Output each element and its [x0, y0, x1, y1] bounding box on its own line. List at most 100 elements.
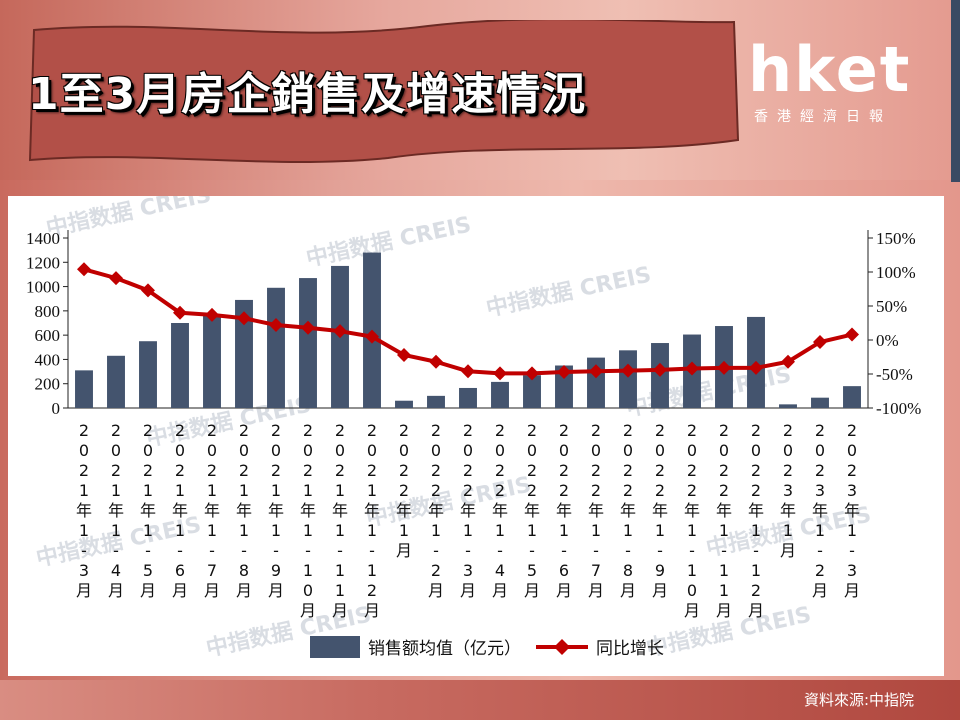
- category-label: 2 0 2 1 年 1 -5 月: [140, 421, 156, 600]
- left-tick-label: 400: [35, 350, 61, 369]
- growth-point: [557, 364, 571, 379]
- watermark-1: 中指数据 CREIS: [304, 212, 474, 272]
- watermark-2: 中指数据 CREIS: [484, 262, 654, 322]
- right-tick-label: 50%: [876, 297, 907, 316]
- category-label: 2 0 2 1 年 1 -4 月: [108, 421, 124, 600]
- growth-point: [461, 364, 475, 379]
- bar: [171, 323, 189, 408]
- category-label: 2 0 2 2 年 1 -1 0 月: [684, 421, 700, 620]
- legend-line-label: 同比增长: [596, 639, 664, 659]
- source-note: 資料來源:中指院: [803, 691, 914, 709]
- right-tick-label: 150%: [876, 229, 916, 248]
- growth-point: [653, 362, 667, 377]
- category-label: 2 0 2 1 年 1 -1 1 月: [332, 421, 348, 620]
- bar: [299, 278, 317, 408]
- category-label: 2 0 2 2 年 1 -3 月: [460, 421, 476, 600]
- page-title: 1至3月房企銷售及增速情況: [28, 69, 587, 120]
- category-label: 2 0 2 2 年 1 -9 月: [652, 421, 668, 600]
- category-label: 2 0 2 3 年 1 -2 月: [812, 421, 828, 600]
- bar: [843, 386, 861, 408]
- chart-panel: 中指数据 CREIS 中指数据 CREIS 中指数据 CREIS 中指数据 CREIS…: [8, 196, 944, 676]
- growth-point: [237, 311, 251, 326]
- growth-point: [685, 361, 699, 376]
- growth-point: [301, 320, 315, 335]
- category-label: 2 0 2 1 年 1 -3 月: [76, 421, 92, 600]
- growth-point: [429, 354, 443, 369]
- category-label: 2 0 2 2 年 1 -2 月: [428, 421, 444, 600]
- category-label: 2 0 2 1 年 1 -8 月: [236, 421, 252, 600]
- bar: [427, 395, 445, 408]
- left-tick-label: 800: [35, 302, 61, 321]
- growth-point: [205, 307, 219, 322]
- growth-point: [717, 360, 731, 375]
- footer-band: [0, 680, 960, 720]
- category-label: 2 0 2 2 年 1 -1 2 月: [748, 421, 764, 620]
- bar: [139, 341, 157, 408]
- growth-point: [749, 360, 763, 375]
- left-tick-label: 1400: [26, 229, 60, 248]
- growth-point: [397, 347, 411, 362]
- growth-point: [269, 318, 283, 333]
- category-label: 2 0 2 1 年 1 -1 0 月: [300, 421, 316, 620]
- hket-logo: hket 香港經濟日報: [748, 32, 938, 132]
- right-tick-label: 100%: [876, 263, 916, 282]
- logo-subtitle: 香港經濟日報: [754, 109, 892, 125]
- growth-point: [525, 366, 539, 381]
- growth-point: [77, 262, 91, 277]
- category-label: 2 0 2 1 年 1 -6 月: [172, 421, 188, 600]
- bar: [779, 404, 797, 408]
- growth-line: [83, 267, 853, 376]
- bar: [395, 400, 413, 408]
- legend-bar-label: 销售额均值（亿元）: [368, 639, 521, 659]
- category-label: 2 0 2 1 年 1 -9 月: [268, 421, 284, 600]
- left-tick-label: 1200: [26, 253, 60, 272]
- category-label: 2 0 2 3 年 1 -3 月: [844, 421, 860, 600]
- logo-wordmark: hket: [748, 33, 912, 106]
- watermark-3: 中指数据 CREIS: [144, 392, 314, 452]
- growth-point: [109, 271, 123, 286]
- bar: [619, 350, 637, 408]
- bar: [107, 355, 125, 408]
- legend-bar-swatch: [310, 636, 360, 658]
- bar: [75, 370, 93, 408]
- edge-accent-bar: [951, 0, 960, 182]
- bar: [811, 397, 829, 408]
- growth-point: [781, 354, 795, 369]
- growth-point: [141, 283, 155, 298]
- title-banner: [28, 20, 740, 163]
- bar: [203, 314, 221, 408]
- bar: [235, 299, 253, 408]
- category-labels: 2 0 2 1 年 1 -3 月 2 0 2 1 年 1 -4 月 2 0 2 1 年 1 -5 月 2 0 2 1 年 1 -6 月 2 0 2 1…: [76, 421, 860, 620]
- left-tick-label: 1000: [26, 278, 60, 297]
- watermark-0: 中指数据 CREIS: [44, 196, 214, 242]
- bar: [459, 387, 477, 408]
- line-series: [77, 262, 859, 381]
- growth-point: [365, 329, 379, 344]
- growth-point: [813, 335, 827, 350]
- right-tick-label: -100%: [876, 399, 921, 418]
- growth-point: [845, 327, 859, 342]
- growth-point: [589, 364, 603, 379]
- growth-point: [173, 305, 187, 320]
- legend: 销售额均值（亿元） 同比增长: [310, 636, 664, 659]
- growth-point: [621, 363, 635, 378]
- bar: [267, 287, 285, 408]
- category-label: 2 0 2 2 年 1 -8 月: [620, 421, 636, 600]
- bar: [555, 365, 573, 408]
- right-tick-label: -50%: [876, 365, 913, 384]
- legend-line-marker: [554, 639, 570, 655]
- left-tick-label: 600: [35, 326, 61, 345]
- right-tick-label: 0%: [876, 331, 899, 350]
- category-label: 2 0 2 2 年 1 -5 月: [524, 421, 540, 600]
- category-label: 2 0 2 1 年 1 -7 月: [204, 421, 220, 600]
- category-label: 2 0 2 2 年 1 -1 1 月: [716, 421, 732, 620]
- bar: [491, 381, 509, 408]
- category-label: 2 0 2 1 年 1 -1 2 月: [364, 421, 380, 620]
- left-tick-label: 200: [35, 375, 61, 394]
- growth-point: [493, 366, 507, 381]
- category-label: 2 0 2 2 年 1 -6 月: [556, 421, 572, 600]
